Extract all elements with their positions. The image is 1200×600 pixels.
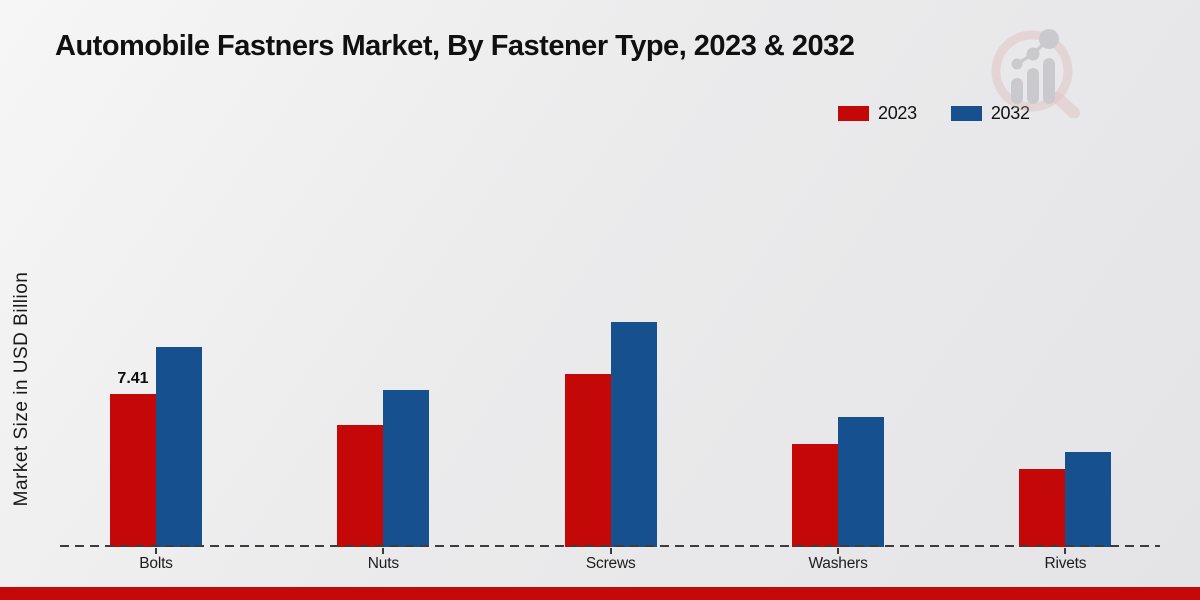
x-axis-tick xyxy=(837,548,840,554)
bar-2032-nuts xyxy=(383,390,430,547)
category-label-screws: Screws xyxy=(585,555,636,572)
x-axis-tick xyxy=(1064,548,1067,554)
legend-label-2032: 2032 xyxy=(990,103,1030,123)
x-axis-tick xyxy=(382,548,385,554)
legend-swatch-2032 xyxy=(950,106,982,121)
chart-title: Automobile Fastners Market, By Fastener … xyxy=(55,30,855,62)
category-label-washers: Washers xyxy=(808,555,868,572)
legend-swatch-2023 xyxy=(838,106,869,121)
bar-2032-washers xyxy=(838,416,885,547)
bar-2023-nuts xyxy=(337,425,384,547)
bar-2023-washers xyxy=(792,443,839,547)
legend-item-2023: 2023 xyxy=(838,103,917,124)
legend-item-2032: 2032 xyxy=(950,103,1030,124)
category-label-bolts: Bolts xyxy=(139,555,173,572)
category-label-rivets: Rivets xyxy=(1044,555,1087,572)
bar-2023-bolts xyxy=(110,393,156,547)
bar-2032-bolts xyxy=(156,346,202,547)
x-axis-tick xyxy=(609,548,612,554)
bar-2023-rivets xyxy=(1019,468,1066,547)
x-axis-tick xyxy=(155,548,157,554)
legend: 2023 2032 xyxy=(838,103,1030,124)
bar-2023-screws xyxy=(564,373,611,547)
magnifier-bar-chart-logo-icon xyxy=(991,29,1080,118)
category-label-nuts: Nuts xyxy=(367,555,399,572)
x-axis-dashed-baseline xyxy=(60,545,1160,548)
legend-label-2023: 2023 xyxy=(878,103,917,123)
bar-2032-rivets xyxy=(1065,452,1112,547)
bottom-accent-stripe xyxy=(0,587,1200,600)
bar-2032-screws xyxy=(610,321,657,547)
data-label-bolts-2023: 7.41 xyxy=(117,369,149,387)
